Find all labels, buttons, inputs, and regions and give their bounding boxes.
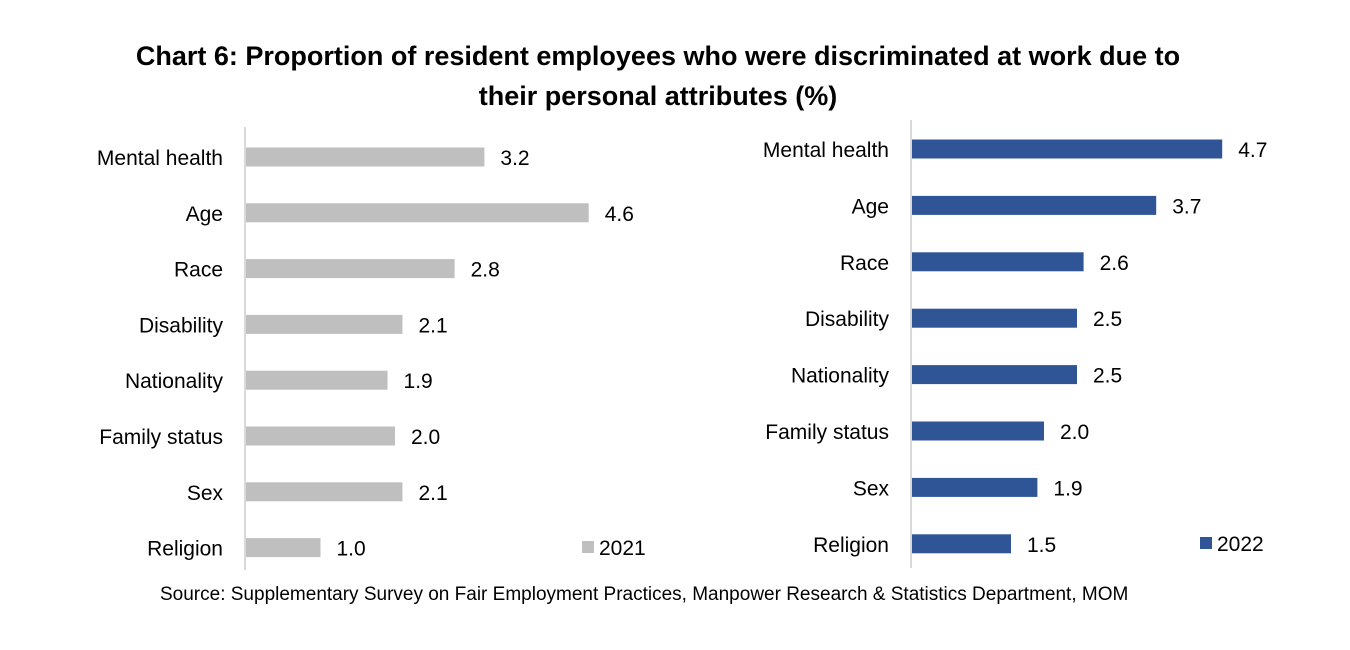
panel-1-bar [246, 147, 485, 167]
panel-1-bar [246, 314, 403, 334]
panel-1-legend-label: 2021 [599, 537, 646, 560]
panel-1-category-label: Family status [99, 426, 223, 449]
panel-1-category-label: Sex [187, 482, 224, 505]
panel-2-value-label: 4.7 [1238, 139, 1267, 162]
panel-1-value-label: 2.1 [418, 314, 447, 337]
panel-2-category-label: Nationality [791, 365, 890, 388]
panel-2-bar [912, 477, 1038, 497]
panel-1-category-label: Nationality [125, 370, 224, 393]
panel-2-bar [912, 252, 1084, 272]
panel-1-category-label: Age [186, 203, 223, 226]
panel-1-value-label: 2.1 [418, 482, 447, 505]
panel-1-value-label: 3.2 [500, 147, 529, 170]
source-note: Source: Supplementary Survey on Fair Emp… [160, 584, 1129, 605]
panel-2-value-label: 3.7 [1172, 195, 1201, 218]
panel-2-category-label: Race [840, 252, 889, 275]
panel-2-value-label: 1.5 [1027, 534, 1056, 557]
panel-2-bar [912, 534, 1011, 554]
panel-2-value-label: 2.5 [1093, 308, 1122, 331]
panel-2-bar [912, 139, 1223, 159]
panel-2-bar [912, 195, 1157, 215]
panel-1-value-label: 2.0 [411, 426, 440, 449]
panel-1-category-label: Mental health [97, 147, 223, 170]
panel-1-bar [246, 538, 321, 558]
panel-2-value-label: 2.6 [1100, 252, 1129, 275]
chart-title: Chart 6: Proportion of resident employee… [0, 36, 1316, 116]
panel-1-bar [246, 482, 403, 502]
panel-2-value-label: 2.5 [1093, 365, 1122, 388]
chart-title-line-1: Chart 6: Proportion of resident employee… [135, 41, 1181, 71]
panel-1-bar [246, 370, 388, 390]
panel-1-value-label: 1.0 [337, 538, 366, 561]
panel-2-value-label: 1.9 [1053, 477, 1082, 500]
panel-1-value-label: 4.6 [605, 203, 634, 226]
panel-2-legend-label: 2022 [1217, 533, 1264, 556]
panel-1-bar [246, 426, 395, 446]
panel-2-bar [912, 308, 1077, 328]
panel-2-legend-swatch [1200, 537, 1212, 549]
panel-2-category-label: Mental health [763, 139, 889, 162]
panel-2-category-label: Religion [813, 534, 889, 557]
chart-title-line-2: their personal attributes (%) [478, 81, 838, 111]
panel-2-category-label: Family status [765, 421, 889, 444]
panel-2-bar [912, 365, 1077, 385]
panel-2-category-label: Age [852, 195, 889, 218]
panel-2-category-label: Sex [853, 477, 890, 500]
panel-2-category-label: Disability [805, 308, 890, 331]
panel-1-bar [246, 203, 589, 223]
panel-1-category-label: Religion [147, 538, 223, 561]
panel-1-bar [246, 259, 455, 279]
panel-2-bar [912, 421, 1044, 441]
panel-1-value-label: 1.9 [404, 370, 433, 393]
panel-1-category-label: Race [174, 259, 223, 282]
panel-1-category-label: Disability [139, 314, 224, 337]
panel-2-value-label: 2.0 [1060, 421, 1089, 444]
panel-1-legend-swatch [582, 541, 594, 553]
panel-1-value-label: 2.8 [471, 259, 500, 282]
